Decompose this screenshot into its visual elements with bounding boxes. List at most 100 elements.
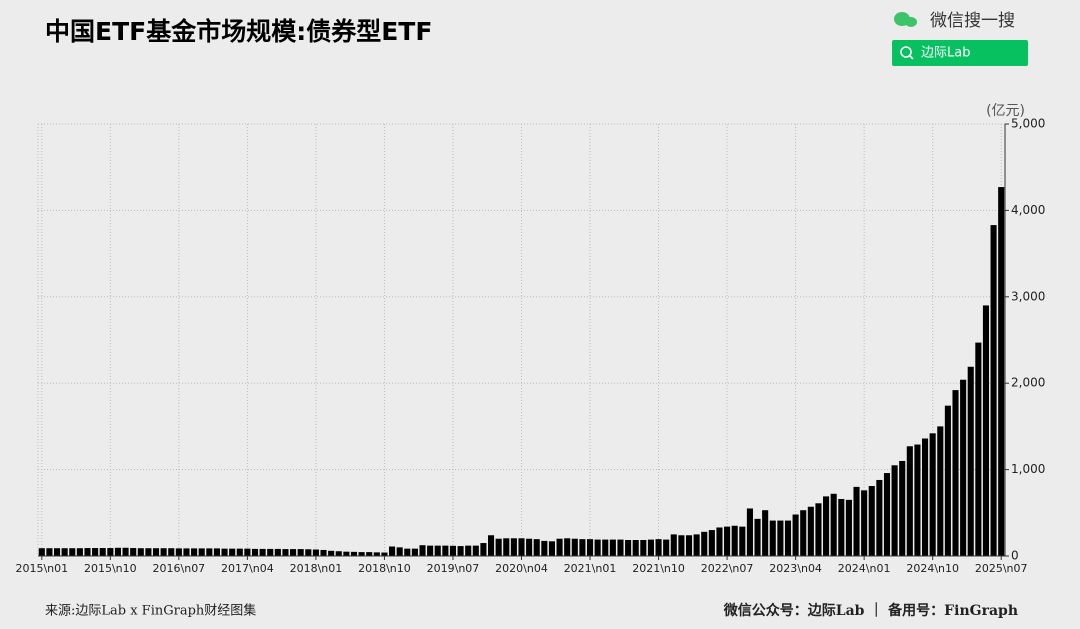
x-tick-label: 2015\n10 [84, 562, 137, 575]
bar [967, 366, 974, 556]
search-icon [900, 46, 912, 58]
bar [891, 465, 898, 556]
bar [701, 531, 708, 556]
bar [914, 444, 921, 556]
bar [472, 545, 479, 556]
bar [792, 514, 799, 556]
bar [975, 342, 982, 556]
bar [198, 548, 205, 556]
bar [487, 535, 495, 556]
bar [533, 539, 540, 556]
bar [640, 540, 647, 556]
bar [510, 538, 517, 556]
search-account[interactable]: 边际Lab [921, 46, 970, 61]
bar [53, 548, 61, 556]
bar [350, 551, 358, 556]
bar [807, 506, 814, 556]
bar [137, 548, 144, 556]
chart-title: 中国ETF基金市场规模:债券型ETF [45, 17, 432, 46]
bar [244, 548, 251, 556]
bar [312, 549, 319, 556]
bar [883, 473, 891, 556]
unit-label: (亿元) [986, 103, 1025, 119]
bar [906, 446, 913, 556]
bar [297, 549, 304, 556]
bar [404, 548, 411, 556]
search-label: 微信搜一搜 [930, 11, 1015, 31]
x-tick-label: 2017\n04 [221, 562, 274, 575]
bar [838, 498, 845, 556]
bar [708, 530, 715, 556]
bar [868, 486, 875, 556]
bar [84, 548, 91, 556]
bar [366, 552, 373, 556]
bar [480, 543, 487, 556]
bar [594, 539, 601, 556]
bar [449, 545, 457, 556]
x-tick-label: 2018\n01 [290, 562, 343, 575]
x-tick-label: 2023\n04 [769, 562, 822, 575]
y-tick-label: 5,000 [1011, 117, 1045, 131]
bar [122, 547, 129, 556]
bar [114, 547, 121, 556]
bar [76, 548, 83, 556]
x-tick-label: 2021\n10 [632, 562, 685, 575]
bar [290, 549, 297, 556]
bar [457, 546, 464, 556]
bar [716, 527, 723, 556]
bar [579, 539, 586, 556]
bar [236, 548, 243, 556]
search-button[interactable] [892, 40, 1028, 66]
bar [145, 548, 152, 556]
bar [541, 540, 548, 556]
bar [69, 548, 76, 556]
bar [548, 541, 556, 556]
bar [305, 549, 312, 556]
bar [678, 535, 685, 556]
bar [419, 545, 426, 556]
footer-credit: 微信公众号：边际Lab ｜ 备用号：FinGraph [723, 602, 1018, 619]
bar [845, 499, 852, 556]
bar [769, 520, 776, 556]
bar [823, 496, 830, 556]
bar [274, 548, 281, 556]
bar [952, 390, 959, 556]
bar [564, 538, 571, 556]
x-tick-label: 2024\n10 [906, 562, 959, 575]
bar [960, 379, 967, 556]
y-tick-label: 2,000 [1011, 376, 1045, 390]
bar [251, 548, 259, 556]
bar [320, 549, 327, 556]
bar [92, 548, 99, 556]
bar [929, 433, 936, 556]
bar [617, 539, 624, 556]
bar [746, 508, 753, 556]
bar [800, 510, 807, 556]
bar [990, 225, 997, 556]
bar [876, 479, 883, 556]
bar [762, 510, 769, 556]
bar [922, 438, 929, 556]
bar [526, 538, 533, 556]
y-tick-label: 4,000 [1011, 203, 1045, 217]
bar [609, 539, 616, 556]
bar [693, 534, 700, 556]
bar [724, 526, 731, 556]
bar [335, 551, 342, 556]
bar [518, 538, 525, 556]
bar [259, 548, 266, 556]
bar [830, 493, 837, 556]
x-tick-label: 2018\n10 [358, 562, 411, 575]
bar [465, 545, 472, 556]
bar [632, 540, 639, 556]
bar [503, 538, 510, 556]
bar [602, 539, 609, 556]
y-tick-label: 0 [1011, 549, 1019, 563]
bar [191, 548, 198, 556]
x-tick-label: 2021\n01 [564, 562, 617, 575]
bar [160, 548, 167, 556]
x-tick-label: 2019\n07 [427, 562, 480, 575]
x-tick-label: 2022\n07 [701, 562, 754, 575]
bar [99, 548, 106, 556]
bar [655, 539, 662, 556]
